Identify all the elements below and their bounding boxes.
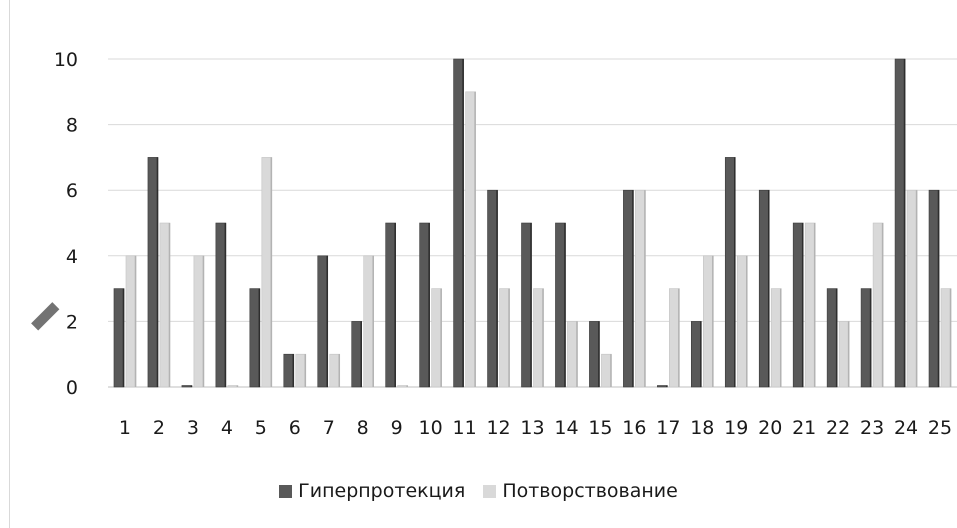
bar-hyperprotection — [690, 321, 702, 388]
x-tick-label: 13 — [520, 417, 544, 439]
legend: Гиперпротекция Потворствование — [0, 480, 957, 502]
bar-hyperprotection — [215, 222, 227, 388]
bar-indulgence — [635, 189, 646, 388]
bar-hyperprotection — [317, 255, 329, 388]
bar-indulgence — [940, 288, 952, 388]
bar-hyperprotection — [792, 222, 804, 388]
bar-hyperprotection — [419, 222, 430, 388]
x-tick-label: 16 — [622, 417, 646, 439]
bar-indulgence — [125, 255, 137, 388]
x-tick-label: 22 — [826, 417, 850, 439]
x-tick-label: 10 — [419, 417, 443, 439]
x-tick-label: 24 — [894, 417, 918, 439]
bar-indulgence — [533, 288, 544, 388]
bar-indulgence — [465, 91, 476, 388]
x-tick-label: 12 — [486, 417, 510, 439]
bar-indulgence — [838, 321, 850, 388]
y-tick-label: 8 — [66, 115, 78, 137]
bar-hyperprotection — [113, 288, 125, 388]
legend-swatch-indulgence — [483, 484, 497, 498]
x-tick-label: 2 — [153, 417, 165, 439]
bar-indulgence — [295, 353, 307, 388]
y-tick-label: 4 — [66, 246, 78, 268]
bar-hyperprotection — [860, 288, 872, 388]
x-tick-label: 6 — [289, 417, 301, 439]
x-tick-label: 3 — [187, 417, 199, 439]
bar-indulgence — [804, 222, 816, 388]
legend-swatch-hyperprotection — [279, 484, 293, 498]
bar-indulgence — [431, 288, 442, 388]
bar-indulgence — [159, 222, 171, 388]
bar-hyperprotection — [589, 321, 600, 388]
bar-hyperprotection — [623, 189, 634, 388]
bar-indulgence — [193, 255, 205, 388]
x-tick-label: 1 — [119, 417, 131, 439]
bar-indulgence — [227, 385, 239, 388]
x-tick-label: 14 — [554, 417, 578, 439]
y-tick-label: 6 — [66, 180, 78, 202]
bar-indulgence — [499, 288, 510, 388]
bar-indulgence — [329, 353, 341, 388]
bar-hyperprotection — [385, 222, 396, 388]
bar-indulgence — [736, 255, 748, 388]
x-tick-label: 23 — [860, 417, 884, 439]
bar-hyperprotection — [453, 58, 464, 388]
bar-indulgence — [601, 353, 612, 388]
legend-item-hyperprotection: Гиперпротекция — [279, 480, 465, 502]
bar-hyperprotection — [521, 222, 532, 388]
bar-indulgence — [770, 288, 782, 388]
bar-indulgence — [702, 255, 714, 388]
bar-indulgence — [669, 288, 680, 388]
x-tick-label: 20 — [758, 417, 782, 439]
x-tick-label: 25 — [928, 417, 952, 439]
x-tick-label: 11 — [452, 417, 476, 439]
bar-indulgence — [363, 255, 375, 388]
bar-hyperprotection — [487, 189, 498, 388]
bar-hyperprotection — [351, 321, 363, 388]
bar-hyperprotection — [657, 385, 668, 388]
bar-hyperprotection — [826, 288, 838, 388]
x-tick-label: 8 — [357, 417, 369, 439]
y-tick-label: 2 — [66, 311, 78, 333]
legend-item-indulgence: Потворствование — [483, 480, 678, 502]
x-tick-label: 5 — [255, 417, 267, 439]
x-tick-label: 17 — [656, 417, 680, 439]
y-tick-label: 10 — [54, 49, 78, 71]
bar-indulgence — [261, 157, 273, 388]
y-tick-label: 0 — [66, 377, 78, 399]
legend-label-hyperprotection: Гиперпротекция — [298, 480, 466, 502]
x-tick-label: 19 — [724, 417, 748, 439]
bar-hyperprotection — [181, 385, 193, 388]
x-tick-label: 18 — [690, 417, 714, 439]
bar-hyperprotection — [555, 222, 566, 388]
bar-hyperprotection — [283, 353, 295, 388]
x-tick-label: 21 — [792, 417, 816, 439]
x-tick-label: 9 — [391, 417, 403, 439]
bar-hyperprotection — [928, 189, 940, 388]
legend-label-indulgence: Потворствование — [502, 480, 678, 502]
bar-indulgence — [906, 189, 918, 388]
x-tick-label: 7 — [323, 417, 335, 439]
bar-hyperprotection — [249, 288, 261, 388]
bar-hyperprotection — [758, 189, 770, 388]
bar-indulgence — [397, 385, 408, 388]
bar-indulgence — [567, 321, 578, 388]
x-tick-label: 15 — [588, 417, 612, 439]
bar-indulgence — [872, 222, 884, 388]
bar-hyperprotection — [724, 157, 736, 388]
left-border — [9, 0, 10, 528]
bar-hyperprotection — [147, 157, 159, 388]
x-tick-label: 4 — [221, 417, 233, 439]
bar-hyperprotection — [894, 58, 906, 388]
